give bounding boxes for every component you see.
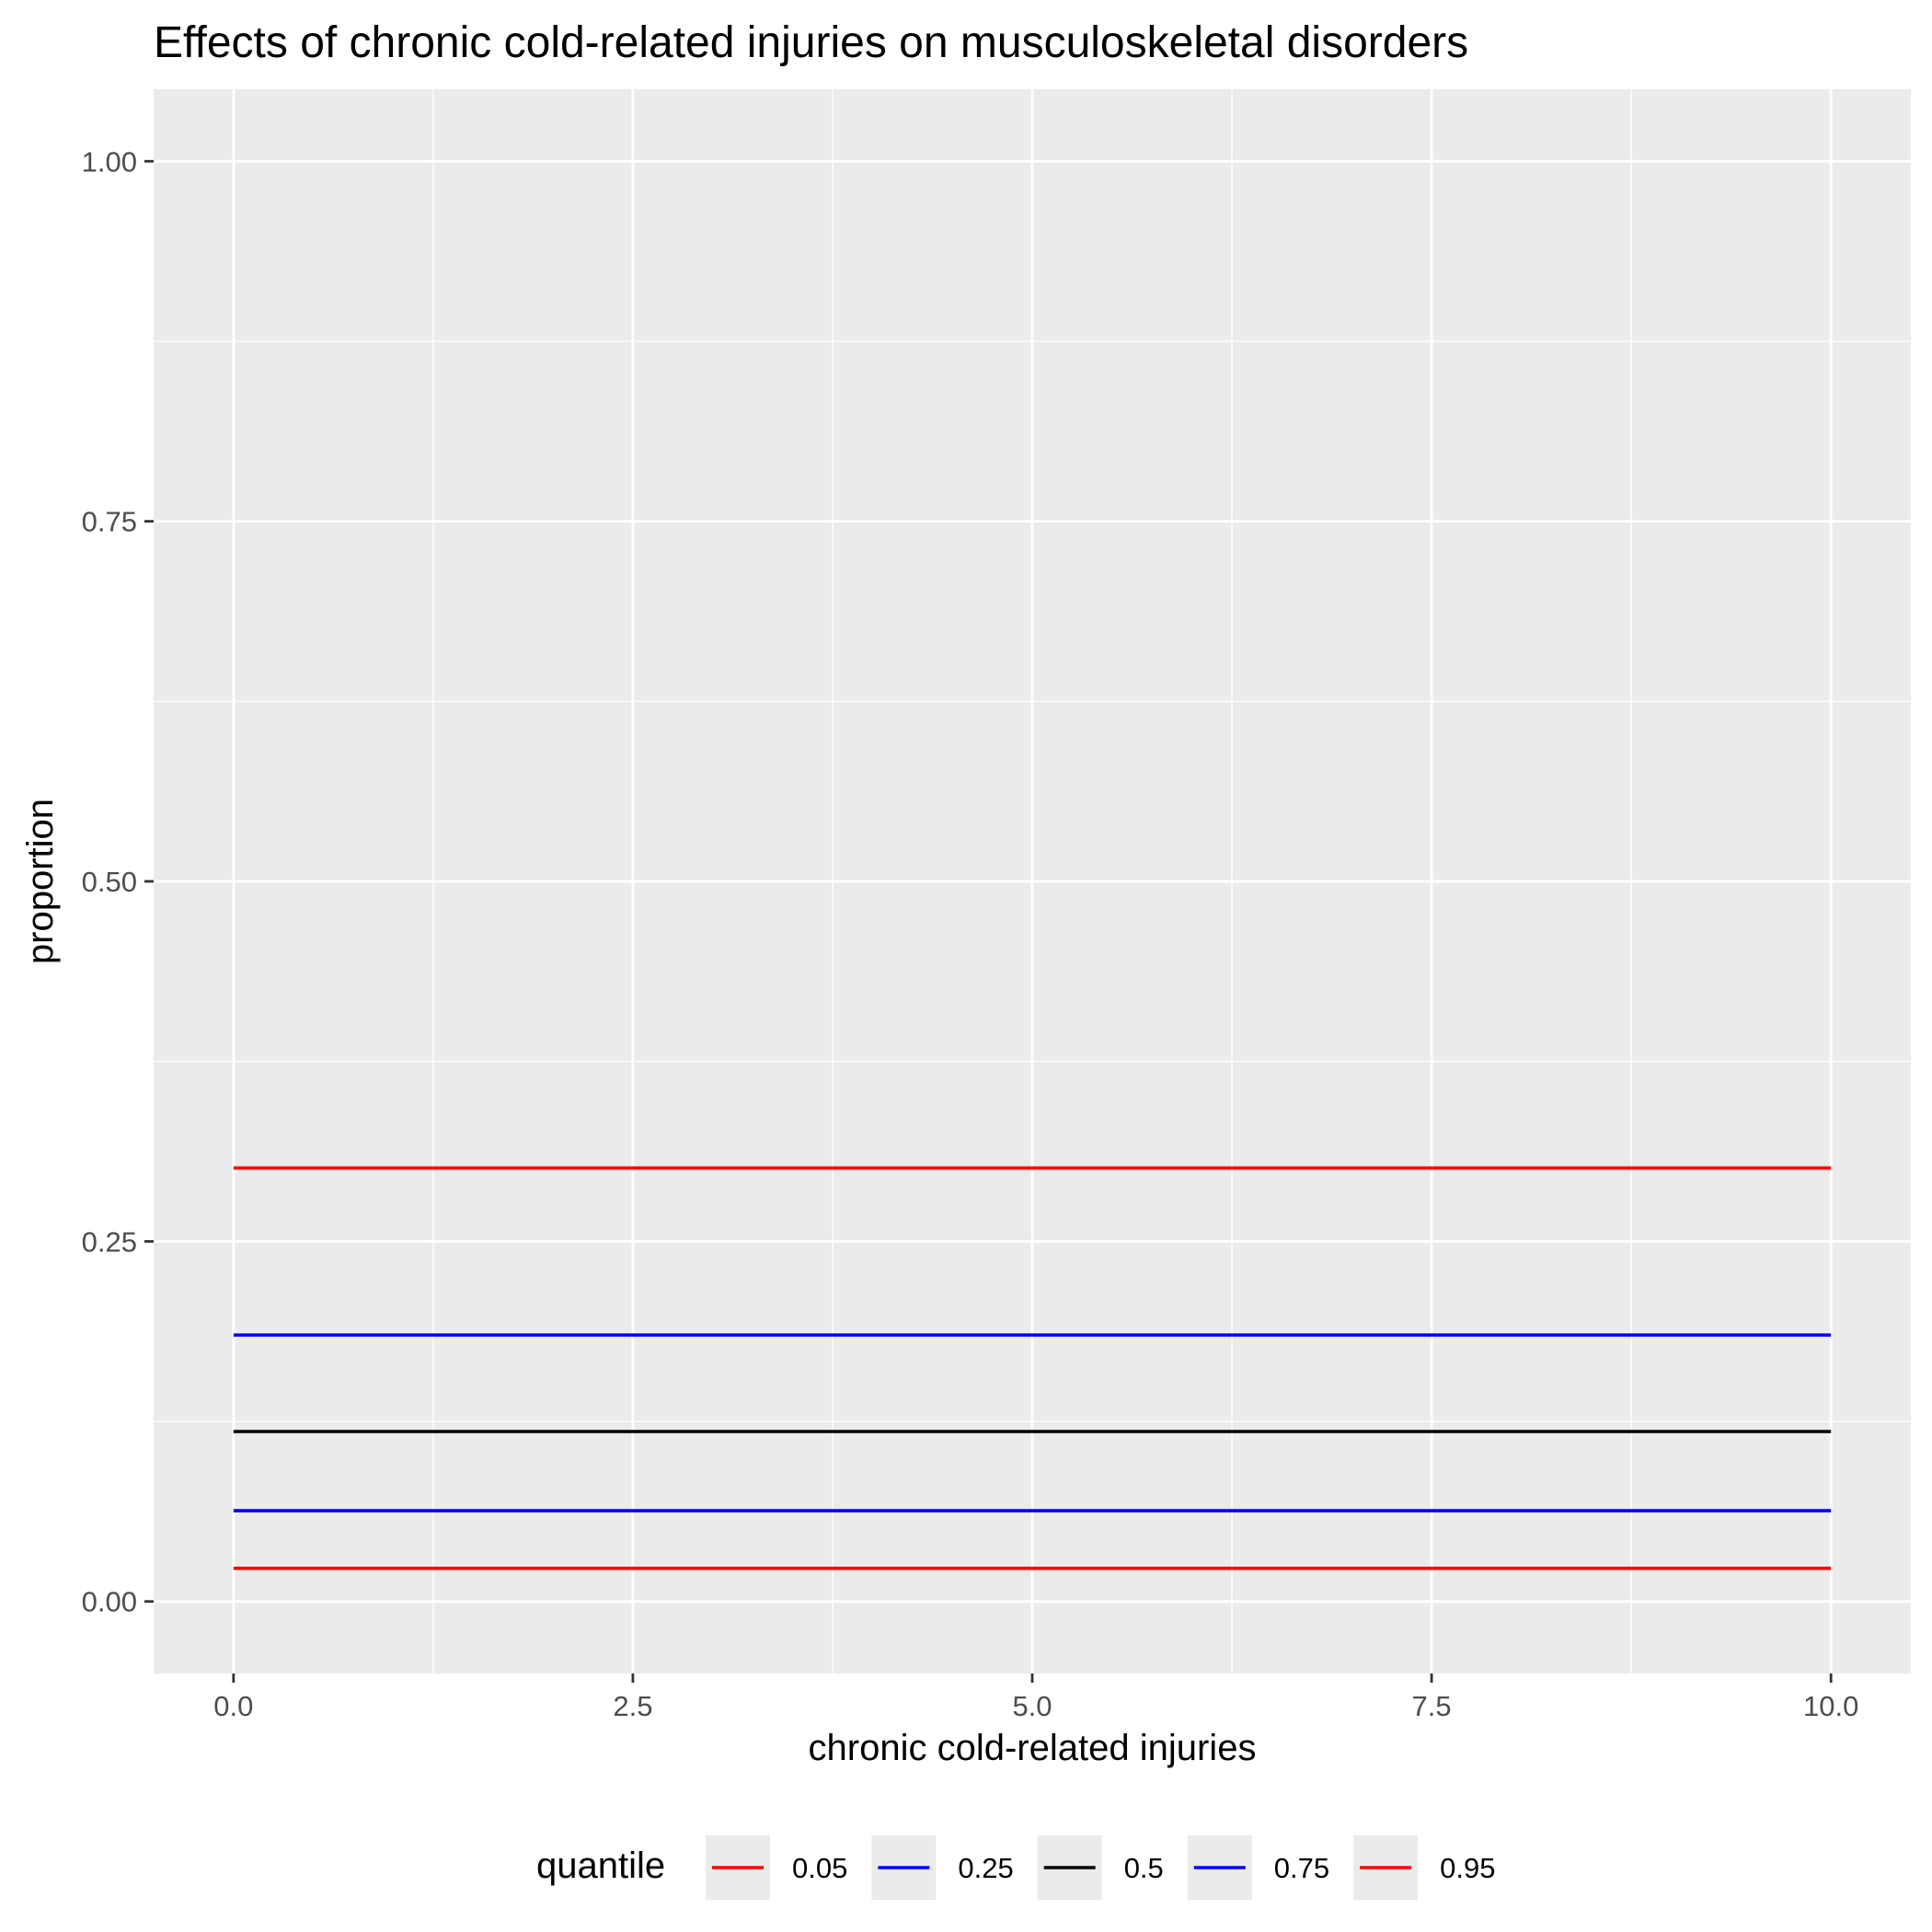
y-tick-label: 0.25 <box>82 1225 137 1258</box>
x-tick-label: 5.0 <box>1012 1690 1052 1722</box>
series-lines <box>233 1166 1832 1570</box>
legend-item-0.05: 0.05 <box>706 1835 847 1900</box>
legend-item-0.5: 0.5 <box>1037 1835 1164 1900</box>
legend-label: 0.05 <box>792 1852 847 1884</box>
y-axis-label: proportion <box>20 799 61 964</box>
legend-label: 0.75 <box>1274 1852 1329 1884</box>
legend-label: 0.5 <box>1124 1852 1164 1884</box>
legend: quantile 0.05 0.25 0.5 0.75 0.95 <box>536 1835 1495 1900</box>
y-tick-label: 0.75 <box>82 506 137 538</box>
legend-item-0.75: 0.75 <box>1187 1835 1329 1900</box>
legend-items: 0.05 0.25 0.5 0.75 0.95 <box>706 1835 1495 1900</box>
x-axis: 0.0 2.5 5.0 7.5 10.0 <box>213 1673 1858 1722</box>
legend-label: 0.25 <box>958 1852 1013 1884</box>
legend-label: 0.95 <box>1440 1852 1495 1884</box>
x-tick-label: 7.5 <box>1412 1690 1452 1722</box>
legend-title: quantile <box>536 1846 665 1886</box>
x-tick-label: 10.0 <box>1803 1690 1858 1722</box>
y-axis: 0.00 0.25 0.50 0.75 1.00 <box>82 145 154 1618</box>
chart-title: Effects of chronic cold-related injuries… <box>154 18 1468 67</box>
x-tick-label: 2.5 <box>613 1690 652 1722</box>
x-tick-label: 0.0 <box>213 1690 253 1722</box>
legend-item-0.95: 0.95 <box>1353 1835 1495 1900</box>
y-tick-label: 0.00 <box>82 1586 137 1618</box>
legend-item-0.25: 0.25 <box>871 1835 1014 1900</box>
y-tick-label: 0.50 <box>82 866 137 898</box>
y-tick-label: 1.00 <box>82 145 137 178</box>
major-grid <box>154 89 1911 1673</box>
x-axis-label: chronic cold-related injuries <box>809 1728 1257 1768</box>
